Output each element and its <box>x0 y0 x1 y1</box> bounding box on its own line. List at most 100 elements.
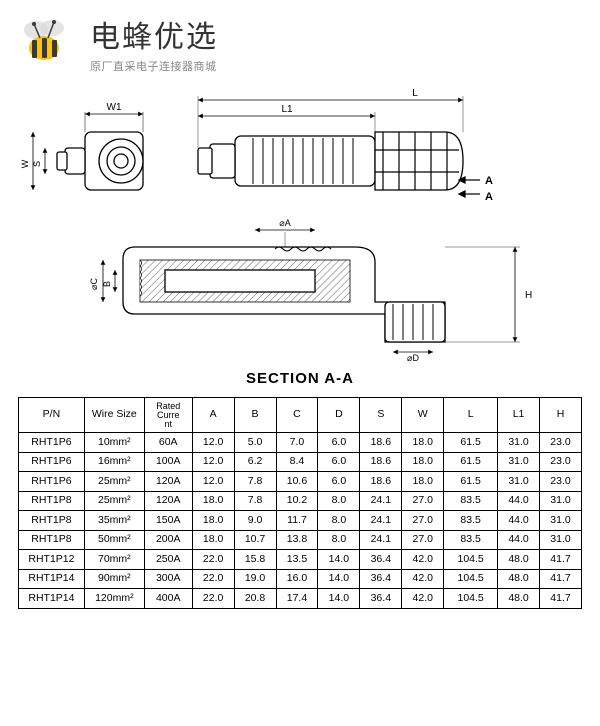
table-cell: RHT1P8 <box>19 491 85 511</box>
table-cell: RHT1P6 <box>19 472 85 492</box>
col-header: A <box>192 398 234 433</box>
table-cell: 36.4 <box>360 569 402 589</box>
spec-table: P/NWire SizeRatedCurrentABCDSWLL1H RHT1P… <box>18 397 582 609</box>
table-cell: 6.0 <box>318 452 360 472</box>
table-cell: 27.0 <box>402 530 444 550</box>
table-cell: 83.5 <box>444 491 498 511</box>
table-cell: 12.0 <box>192 433 234 453</box>
col-header: B <box>234 398 276 433</box>
table-cell: 41.7 <box>540 569 582 589</box>
table-cell: RHT1P8 <box>19 530 85 550</box>
table-row: RHT1P1270mm²250A22.015.813.514.036.442.0… <box>19 550 582 570</box>
col-header: H <box>540 398 582 433</box>
col-header: Wire Size <box>84 398 144 433</box>
col-header: L <box>444 398 498 433</box>
section-a-bot: A <box>485 191 493 203</box>
table-cell: 31.0 <box>540 491 582 511</box>
table-cell: 104.5 <box>444 569 498 589</box>
table-cell: 25mm² <box>84 472 144 492</box>
dim-phi-c: ⌀C <box>89 278 99 290</box>
col-header: P/N <box>19 398 85 433</box>
table-cell: 8.0 <box>318 511 360 531</box>
table-cell: 18.0 <box>192 530 234 550</box>
table-cell: 6.0 <box>318 472 360 492</box>
col-header: RatedCurrent <box>144 398 192 433</box>
table-cell: 10.6 <box>276 472 318 492</box>
table-cell: RHT1P6 <box>19 433 85 453</box>
table-cell: 22.0 <box>192 550 234 570</box>
table-cell: 61.5 <box>444 472 498 492</box>
table-cell: RHT1P8 <box>19 511 85 531</box>
col-header: L1 <box>498 398 540 433</box>
table-cell: 60A <box>144 433 192 453</box>
table-cell: 35mm² <box>84 511 144 531</box>
table-cell: 120mm² <box>84 589 144 609</box>
table-cell: 120A <box>144 472 192 492</box>
table-row: RHT1P610mm²60A12.05.07.06.018.618.061.53… <box>19 433 582 453</box>
table-cell: 27.0 <box>402 511 444 531</box>
dim-b: B <box>102 281 112 287</box>
table-cell: 83.5 <box>444 511 498 531</box>
table-cell: 13.5 <box>276 550 318 570</box>
table-row: RHT1P850mm²200A18.010.713.88.024.127.083… <box>19 530 582 550</box>
table-cell: 11.7 <box>276 511 318 531</box>
table-cell: 12.0 <box>192 472 234 492</box>
section-label: SECTION A-A <box>0 370 600 387</box>
table-cell: 23.0 <box>540 433 582 453</box>
table-cell: 400A <box>144 589 192 609</box>
table-cell: 44.0 <box>498 491 540 511</box>
table-cell: 7.0 <box>276 433 318 453</box>
col-header: D <box>318 398 360 433</box>
table-cell: 18.0 <box>192 511 234 531</box>
table-cell: 104.5 <box>444 589 498 609</box>
spec-table-wrap: P/NWire SizeRatedCurrentABCDSWLL1H RHT1P… <box>0 397 600 619</box>
table-cell: 44.0 <box>498 511 540 531</box>
table-cell: 41.7 <box>540 550 582 570</box>
table-cell: 48.0 <box>498 550 540 570</box>
table-cell: 18.6 <box>360 433 402 453</box>
table-cell: 200A <box>144 530 192 550</box>
table-cell: 36.4 <box>360 589 402 609</box>
table-cell: 250A <box>144 550 192 570</box>
table-cell: 14.0 <box>318 569 360 589</box>
dim-w: W <box>20 159 30 168</box>
table-cell: 18.0 <box>402 472 444 492</box>
table-cell: 18.6 <box>360 452 402 472</box>
table-cell: 24.1 <box>360 511 402 531</box>
table-cell: 7.8 <box>234 491 276 511</box>
dim-w1: W1 <box>107 102 122 113</box>
table-cell: 104.5 <box>444 550 498 570</box>
table-cell: 16.0 <box>276 569 318 589</box>
table-cell: 83.5 <box>444 530 498 550</box>
col-header: S <box>360 398 402 433</box>
table-cell: 44.0 <box>498 530 540 550</box>
table-row: RHT1P14120mm²400A22.020.817.414.036.442.… <box>19 589 582 609</box>
table-cell: 24.1 <box>360 491 402 511</box>
table-cell: 42.0 <box>402 550 444 570</box>
table-cell: 6.2 <box>234 452 276 472</box>
col-header: W <box>402 398 444 433</box>
table-cell: 18.0 <box>402 433 444 453</box>
table-cell: 25mm² <box>84 491 144 511</box>
table-cell: 24.1 <box>360 530 402 550</box>
table-cell: 14.0 <box>318 589 360 609</box>
dim-phi-a: ⌀A <box>279 218 290 228</box>
technical-drawing: W1 S W <box>15 82 585 362</box>
table-cell: 31.0 <box>540 530 582 550</box>
table-row: RHT1P835mm²150A18.09.011.78.024.127.083.… <box>19 511 582 531</box>
table-cell: 48.0 <box>498 569 540 589</box>
table-cell: 31.0 <box>540 511 582 531</box>
table-cell: 31.0 <box>498 452 540 472</box>
table-cell: 61.5 <box>444 452 498 472</box>
table-cell: 50mm² <box>84 530 144 550</box>
table-cell: 42.0 <box>402 589 444 609</box>
table-cell: 14.0 <box>318 550 360 570</box>
section-a-top: A <box>485 175 493 187</box>
table-cell: 22.0 <box>192 569 234 589</box>
brand-name: 电蜂优选 <box>90 12 218 56</box>
table-cell: 18.6 <box>360 472 402 492</box>
table-cell: 18.0 <box>402 452 444 472</box>
table-cell: RHT1P6 <box>19 452 85 472</box>
table-cell: 10.7 <box>234 530 276 550</box>
table-cell: 41.7 <box>540 589 582 609</box>
